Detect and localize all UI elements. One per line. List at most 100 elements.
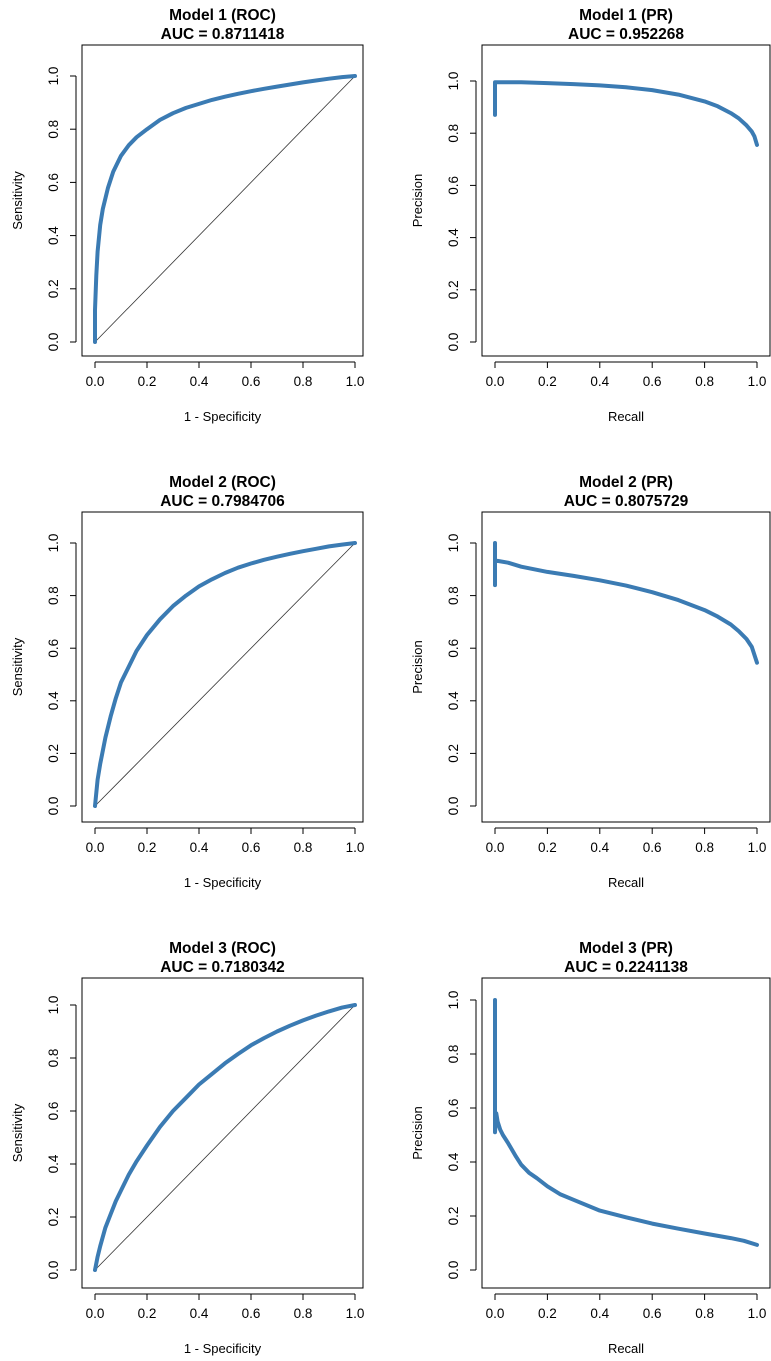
x-tick-label: 0.0 bbox=[486, 840, 505, 855]
x-axis-label: Recall bbox=[608, 409, 644, 424]
y-tick-label: 0.6 bbox=[46, 173, 61, 192]
chart-panel-2: Model 1 (PR) AUC = 0.952268 0.0 0.2 0.4 0.6 0.… bbox=[410, 7, 771, 424]
plot-frame bbox=[481, 511, 771, 823]
x-tick-label: 0.2 bbox=[138, 374, 157, 389]
y-tick-label: 0.4 bbox=[446, 1152, 461, 1171]
reference-diagonal bbox=[94, 1004, 356, 1271]
x-tick-label: 0.0 bbox=[486, 374, 505, 389]
plot-frame bbox=[81, 977, 364, 1289]
chart-subtitle: AUC = 0.8075729 bbox=[564, 493, 689, 510]
x-tick-label: 0.4 bbox=[190, 374, 209, 389]
plot-frame bbox=[81, 511, 364, 823]
chart-title: Model 1 (ROC) bbox=[169, 7, 276, 24]
y-tick-label: 1.0 bbox=[446, 534, 461, 553]
y-tick-label: 0.8 bbox=[446, 124, 461, 143]
y-tick-label: 0.0 bbox=[46, 1261, 61, 1280]
y-tick-label: 1.0 bbox=[46, 67, 61, 86]
x-tick-label: 0.6 bbox=[242, 1306, 261, 1321]
x-tick-label: 0.6 bbox=[242, 840, 261, 855]
x-tick-label: 0.0 bbox=[86, 840, 105, 855]
chart-subtitle: AUC = 0.2241138 bbox=[564, 959, 688, 976]
y-tick-label: 0.2 bbox=[46, 744, 61, 763]
chart-panel-1: Model 1 (ROC) AUC = 0.8711418 0.0 0.2 0.4 0.6… bbox=[10, 7, 364, 424]
x-axis-label: 1 - Specificity bbox=[184, 1341, 262, 1356]
x-tick-label: 0.4 bbox=[190, 840, 209, 855]
chart-title: Model 3 (PR) bbox=[579, 940, 673, 957]
x-tick-label: 0.2 bbox=[538, 1306, 557, 1321]
plot-frame bbox=[481, 44, 771, 357]
x-tick-label: 0.4 bbox=[590, 374, 609, 389]
pr-curve bbox=[493, 80, 759, 147]
chart-panel-5: Model 3 (ROC) AUC = 0.7180342 0.0 0.2 0.4 0.6… bbox=[10, 940, 364, 1356]
chart-title: Model 2 (ROC) bbox=[169, 474, 276, 491]
chart-title: Model 3 (ROC) bbox=[169, 940, 276, 957]
chart-panel-6: Model 3 (PR) AUC = 0.2241138 0.0 0.2 0.4 0.6 0… bbox=[410, 940, 771, 1356]
y-tick-label: 1.0 bbox=[446, 72, 461, 91]
y-tick-label: 0.2 bbox=[46, 279, 61, 298]
pr-curve bbox=[493, 541, 759, 665]
x-tick-label: 0.0 bbox=[86, 374, 105, 389]
plot-frame bbox=[81, 44, 364, 357]
y-tick-label: 0.8 bbox=[446, 586, 461, 605]
reference-diagonal bbox=[94, 542, 356, 807]
y-tick-label: 0.4 bbox=[446, 691, 461, 710]
x-tick-label: 0.6 bbox=[643, 374, 662, 389]
x-tick-label: 0.2 bbox=[538, 840, 557, 855]
x-tick-label: 0.4 bbox=[190, 1306, 209, 1321]
y-tick-label: 0.2 bbox=[446, 280, 461, 299]
x-tick-label: 1.0 bbox=[346, 840, 365, 855]
roc-curve bbox=[93, 74, 357, 344]
x-tick-label: 1.0 bbox=[748, 374, 767, 389]
y-tick-label: 0.4 bbox=[46, 1154, 61, 1173]
y-axis-label: Precision bbox=[410, 1106, 425, 1159]
x-tick-label: 0.0 bbox=[86, 1306, 105, 1321]
roc-curve bbox=[93, 1003, 357, 1272]
x-tick-label: 1.0 bbox=[346, 374, 365, 389]
y-tick-label: 0.8 bbox=[446, 1045, 461, 1064]
x-tick-label: 0.6 bbox=[643, 1306, 662, 1321]
x-tick-label: 0.8 bbox=[294, 1306, 313, 1321]
y-tick-label: 0.0 bbox=[46, 333, 61, 352]
pr-curve bbox=[493, 998, 759, 1247]
y-axis-label: Sensitivity bbox=[10, 637, 25, 696]
x-tick-label: 0.8 bbox=[294, 840, 313, 855]
x-tick-label: 0.6 bbox=[242, 374, 261, 389]
y-tick-label: 0.2 bbox=[46, 1208, 61, 1227]
x-tick-label: 0.8 bbox=[695, 1306, 714, 1321]
chart-title: Model 2 (PR) bbox=[579, 474, 673, 491]
chart-subtitle: AUC = 0.7984706 bbox=[160, 493, 285, 510]
x-tick-label: 0.8 bbox=[695, 374, 714, 389]
x-tick-label: 0.2 bbox=[138, 840, 157, 855]
y-axis-label: Precision bbox=[410, 640, 425, 693]
y-tick-label: 0.8 bbox=[46, 1049, 61, 1068]
x-axis-label: 1 - Specificity bbox=[184, 409, 262, 424]
x-axis-label: Recall bbox=[608, 1341, 644, 1356]
chart-subtitle: AUC = 0.7180342 bbox=[160, 959, 285, 976]
y-tick-label: 0.6 bbox=[446, 1099, 461, 1118]
y-tick-label: 1.0 bbox=[46, 996, 61, 1015]
y-tick-label: 0.0 bbox=[446, 797, 461, 816]
y-tick-label: 0.6 bbox=[46, 1102, 61, 1121]
roc-curve bbox=[93, 541, 357, 808]
x-tick-label: 1.0 bbox=[748, 840, 767, 855]
x-tick-label: 0.4 bbox=[590, 840, 609, 855]
x-tick-label: 0.6 bbox=[643, 840, 662, 855]
y-tick-label: 0.8 bbox=[46, 586, 61, 605]
reference-diagonal bbox=[94, 75, 356, 343]
x-tick-label: 1.0 bbox=[748, 1306, 767, 1321]
x-tick-label: 0.4 bbox=[590, 1306, 609, 1321]
y-tick-label: 0.4 bbox=[46, 226, 61, 245]
plot-frame bbox=[481, 977, 771, 1289]
y-tick-label: 0.0 bbox=[446, 1261, 461, 1280]
chart-subtitle: AUC = 0.952268 bbox=[568, 26, 684, 43]
y-tick-label: 0.0 bbox=[446, 333, 461, 352]
chart-panel-3: Model 2 (ROC) AUC = 0.7984706 0.0 0.2 0.4 0.6… bbox=[10, 474, 364, 890]
y-tick-label: 0.2 bbox=[446, 744, 461, 763]
x-tick-label: 0.8 bbox=[294, 374, 313, 389]
y-tick-label: 0.0 bbox=[46, 797, 61, 816]
x-tick-label: 0.2 bbox=[538, 374, 557, 389]
x-tick-label: 0.2 bbox=[138, 1306, 157, 1321]
y-axis-label: Precision bbox=[410, 174, 425, 227]
x-tick-label: 0.0 bbox=[486, 1306, 505, 1321]
